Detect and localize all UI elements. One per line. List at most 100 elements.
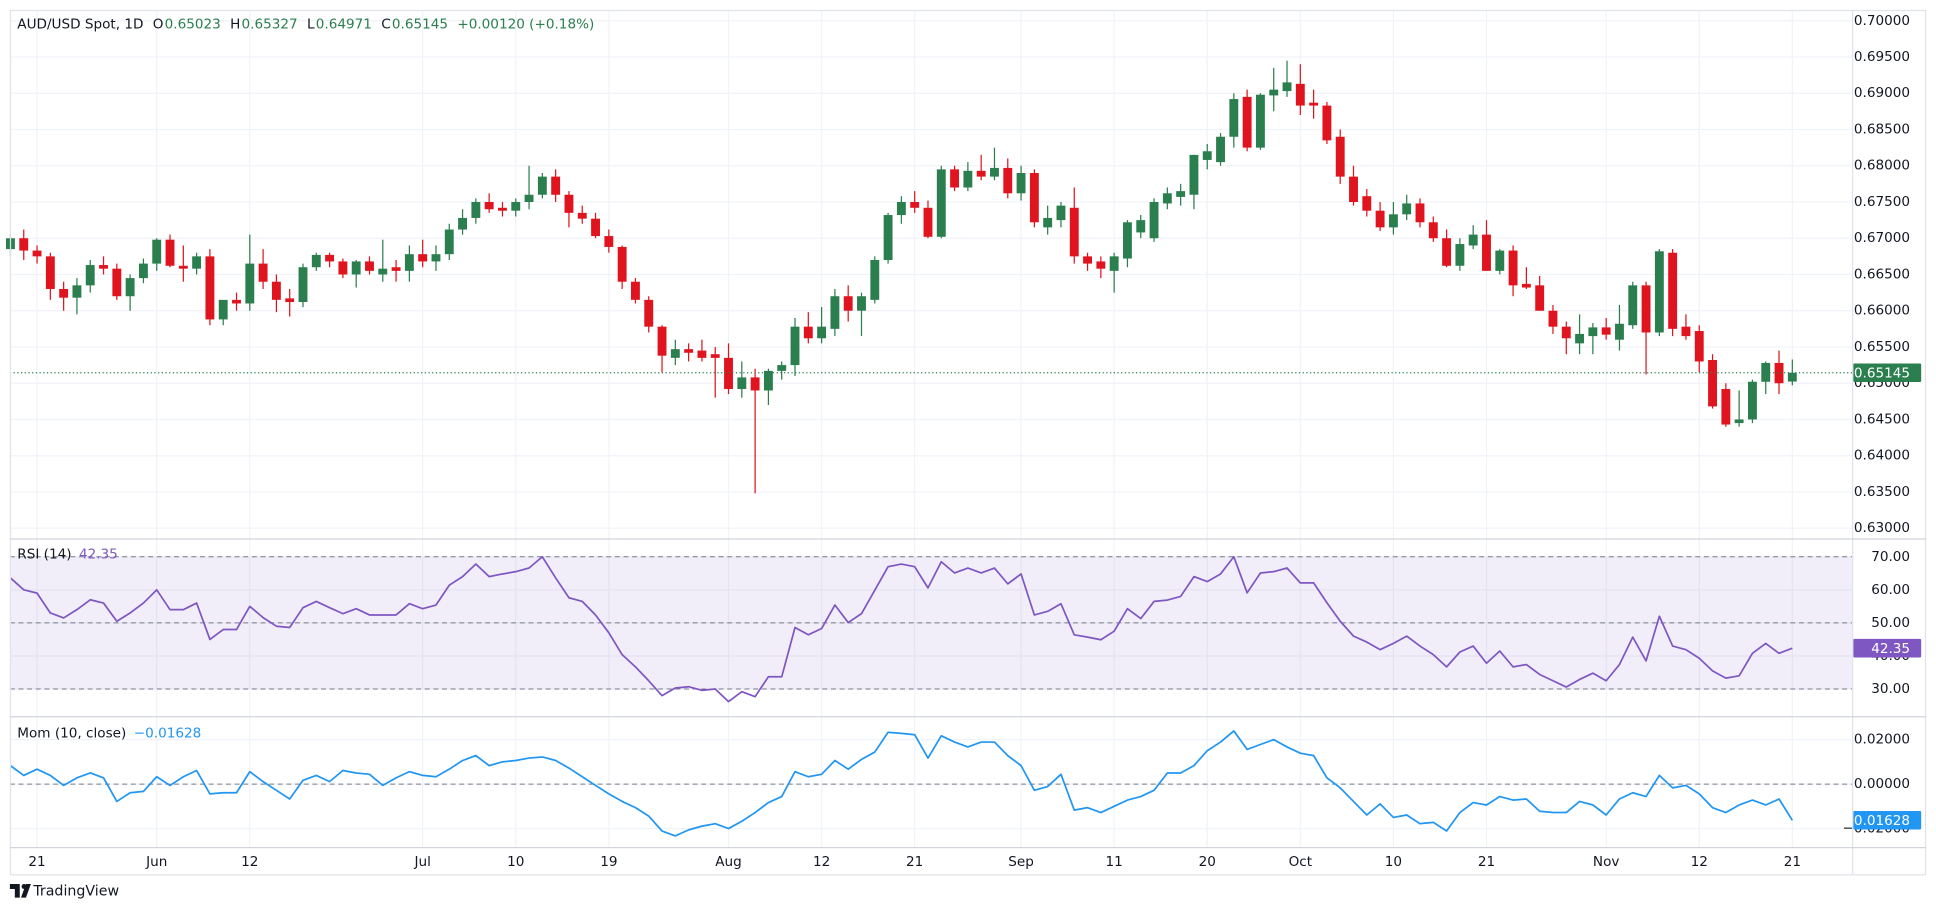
candle-body bbox=[1309, 102, 1319, 106]
candle-body bbox=[1388, 214, 1398, 228]
candle-body bbox=[1521, 283, 1531, 288]
candle-body bbox=[1375, 210, 1385, 228]
candle-body bbox=[511, 201, 521, 211]
y-tick-label: 0.64000 bbox=[1854, 448, 1910, 464]
price-badge bbox=[1853, 811, 1922, 830]
candle-body bbox=[1641, 285, 1651, 333]
x-tick-label: 21 bbox=[906, 854, 923, 870]
frame bbox=[9, 9, 1927, 876]
candle-body bbox=[1362, 196, 1372, 211]
candle-body bbox=[936, 169, 946, 237]
mom-legend: Mom (10, close) −0.01628 bbox=[17, 725, 201, 741]
x-tick-label: 21 bbox=[1478, 854, 1495, 870]
candle-body bbox=[857, 296, 866, 311]
candle-body bbox=[1096, 261, 1106, 269]
price-badge-label: 0.65145 bbox=[1854, 365, 1910, 381]
indicator-line bbox=[9, 730, 1794, 837]
candle-body bbox=[1508, 250, 1518, 286]
candle-body bbox=[1056, 205, 1066, 221]
candle-body bbox=[697, 350, 707, 358]
candle-body bbox=[484, 201, 494, 210]
candle-body bbox=[1415, 203, 1425, 223]
price-scale-bg bbox=[1853, 9, 1925, 875]
candle-body bbox=[1601, 327, 1611, 335]
candle-body bbox=[1083, 256, 1093, 264]
candle-body bbox=[1588, 327, 1598, 337]
candle-body bbox=[896, 201, 906, 216]
candle-body bbox=[1482, 234, 1491, 271]
candle-body bbox=[152, 239, 162, 264]
candle-body bbox=[1255, 94, 1265, 148]
candle-body bbox=[205, 256, 215, 320]
candle-body bbox=[1282, 82, 1292, 92]
x-tick-label: 10 bbox=[507, 854, 524, 870]
candle-body bbox=[1349, 176, 1358, 202]
candle-body bbox=[1016, 172, 1026, 194]
price-badge-label: 42.35 bbox=[1871, 641, 1910, 657]
candle-body bbox=[763, 370, 773, 391]
candle-body bbox=[923, 207, 933, 237]
candle-body bbox=[1747, 381, 1757, 420]
candle-body bbox=[1149, 201, 1159, 239]
candle-body bbox=[431, 254, 441, 262]
x-tick-label: 12 bbox=[813, 854, 830, 870]
x-tick-label: 20 bbox=[1199, 854, 1216, 870]
candle-body bbox=[524, 194, 534, 202]
candle-body bbox=[1455, 244, 1465, 266]
candle-body bbox=[1734, 419, 1744, 424]
candle-body bbox=[1402, 203, 1412, 215]
candle-body bbox=[418, 254, 428, 262]
y-tick-label: 0.68500 bbox=[1854, 122, 1910, 138]
ohlc-label: L bbox=[307, 17, 315, 33]
x-tick-label: Aug bbox=[715, 854, 742, 870]
candle-body bbox=[1681, 326, 1691, 337]
candle-body bbox=[498, 207, 507, 211]
candle-body bbox=[883, 215, 893, 260]
candle-body bbox=[1136, 220, 1146, 233]
candle-body bbox=[1123, 222, 1132, 259]
y-tick-label: 0.67000 bbox=[1854, 230, 1910, 246]
y-tick-label: 0.63500 bbox=[1854, 484, 1910, 500]
candle-body bbox=[1216, 136, 1225, 163]
candle-body bbox=[1202, 151, 1212, 160]
candle-body bbox=[537, 176, 547, 195]
main-legend: AUD/USD Spot, 1D O0.65023 H0.65327 L0.64… bbox=[17, 17, 594, 33]
y-tick-label: 0.67500 bbox=[1854, 194, 1910, 210]
candle-body bbox=[1575, 333, 1585, 344]
candle-body bbox=[1654, 251, 1664, 333]
candle-body bbox=[45, 256, 55, 289]
candle-body bbox=[32, 250, 42, 257]
x-tick-label: 12 bbox=[1691, 854, 1708, 870]
candle-body bbox=[830, 296, 840, 329]
candle-body bbox=[1708, 360, 1717, 407]
symbol: AUD/USD Spot, 1D bbox=[17, 17, 143, 33]
candle-body bbox=[1029, 172, 1039, 223]
y-tick-label: 0.66000 bbox=[1854, 303, 1910, 319]
candle-body bbox=[444, 229, 454, 255]
candle-body bbox=[1189, 154, 1199, 195]
candle-body bbox=[19, 238, 29, 251]
rsi-legend: RSI (14) 42.35 bbox=[17, 546, 118, 562]
x-tick-label: Jun bbox=[145, 854, 167, 870]
y-tick-label: 0.69500 bbox=[1854, 49, 1910, 65]
y-tick-label: 0.02000 bbox=[1854, 732, 1910, 748]
candle-body bbox=[1468, 234, 1478, 246]
candle-body bbox=[351, 261, 361, 275]
x-tick-label: 11 bbox=[1106, 854, 1123, 870]
candle-body bbox=[710, 354, 720, 358]
candle-body bbox=[1628, 285, 1638, 326]
candle-body bbox=[777, 365, 787, 371]
candle-body bbox=[870, 259, 880, 300]
candle-body bbox=[258, 263, 268, 282]
candle-body bbox=[232, 299, 241, 304]
candle-body bbox=[1721, 389, 1731, 425]
x-tick-label: 10 bbox=[1385, 854, 1402, 870]
candle-body bbox=[684, 349, 694, 353]
plot-layer: 21 Jun 12 Jul 10 19 Aug 12 21 Sep 11 20 Oct 10 21 Nov 12… bbox=[6, 9, 1925, 875]
candle-body bbox=[1335, 136, 1345, 177]
candle-body bbox=[192, 256, 202, 269]
candle-body bbox=[1295, 83, 1305, 106]
y-tick-label: 30.00 bbox=[1871, 681, 1910, 697]
ohlc-label: H bbox=[230, 17, 240, 33]
